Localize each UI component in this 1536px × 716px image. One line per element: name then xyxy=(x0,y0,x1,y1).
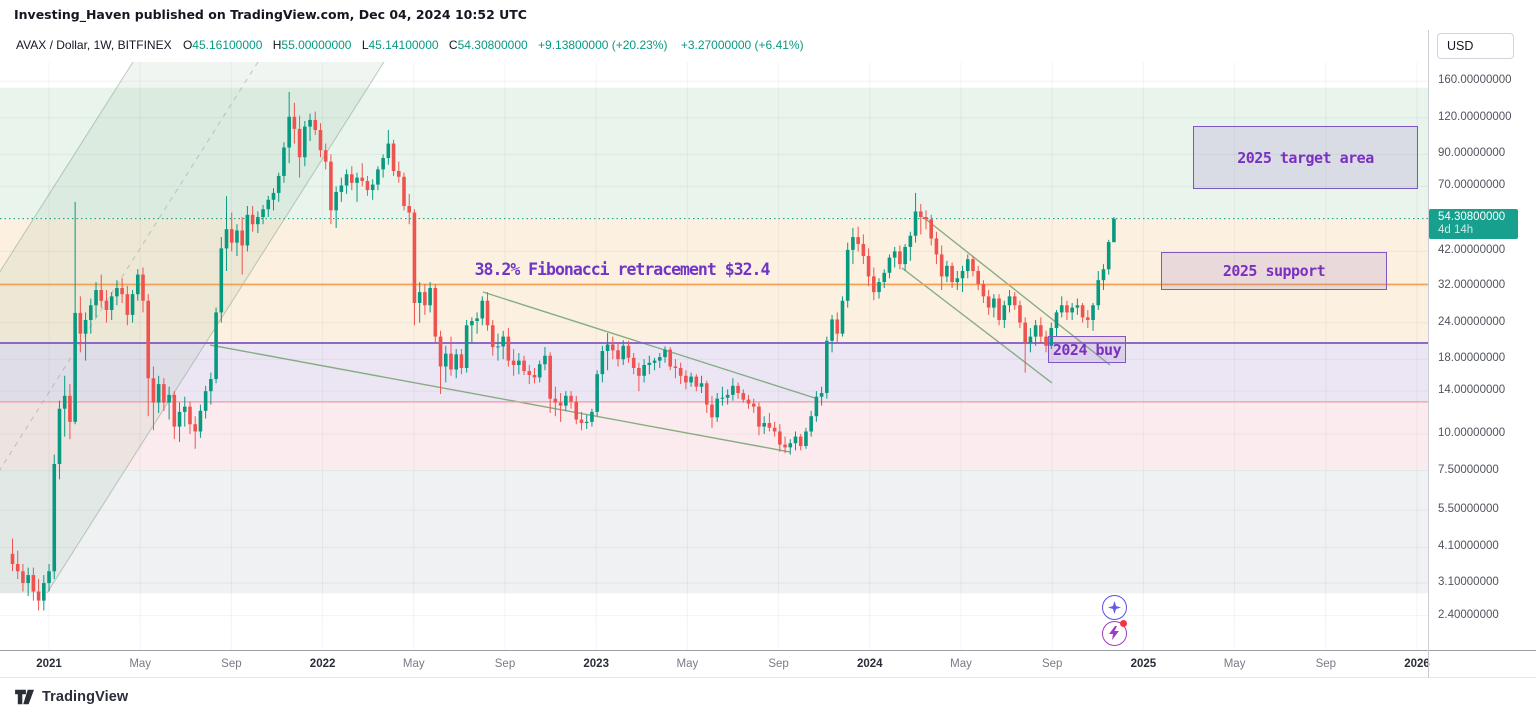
symbol-legend[interactable]: AVAX / Dollar, 1W, BITFINEX O45.16100000… xyxy=(16,38,814,52)
idea-sparkle-icon[interactable] xyxy=(1101,594,1127,620)
price-tick: 2.40000000 xyxy=(1438,608,1499,621)
price-tick: 70.00000000 xyxy=(1438,179,1506,192)
support-box[interactable]: 2025 support xyxy=(1161,252,1387,290)
price-tick: 3.10000000 xyxy=(1438,576,1499,589)
month-label: May xyxy=(950,658,972,670)
close-label: C xyxy=(448,38,458,52)
candlestick-plot[interactable] xyxy=(0,0,1428,650)
change-absolute: +9.13800000 (+20.23%) xyxy=(538,38,668,52)
bottom-bar: TradingView xyxy=(0,678,1536,716)
tv-logo-icon xyxy=(15,689,34,705)
month-label: May xyxy=(1223,658,1246,670)
year-label: 2022 xyxy=(309,658,336,670)
axis-divider xyxy=(1428,30,1429,678)
year-label: 2023 xyxy=(583,658,609,670)
time-axis[interactable]: 2021 May Sep 2022 May Sep 2023 May Sep 2024 May Sep… xyxy=(0,650,1536,678)
price-tick: 14.00000000 xyxy=(1438,384,1506,397)
price-tick: 32.00000000 xyxy=(1438,278,1506,291)
price-tick: 120.00000000 xyxy=(1438,110,1512,123)
year-label: 2026 xyxy=(1404,658,1430,670)
low-label: L xyxy=(361,38,369,52)
year-label: 2024 xyxy=(857,658,883,670)
buy-box[interactable]: 2024 buy xyxy=(1048,336,1126,363)
badge-countdown: 4d 14h xyxy=(1438,223,1474,236)
month-label: May xyxy=(129,658,152,670)
high-label: H xyxy=(272,38,282,52)
price-tick: 4.10000000 xyxy=(1438,540,1499,553)
chart-pane[interactable]: AVAX / Dollar, 1W, BITFINEX O45.16100000… xyxy=(0,0,1428,650)
notification-dot xyxy=(1119,619,1127,627)
price-tick: 160.00000000 xyxy=(1438,74,1512,87)
month-label: Sep xyxy=(221,658,242,670)
high-value: 55.00000000 xyxy=(281,38,352,52)
open-value: 45.16100000 xyxy=(192,38,263,52)
price-axis[interactable]: USD 160.00000000 120.00000000 90.00000000 7… xyxy=(1428,0,1536,678)
target-area-label: 2025 target area xyxy=(1237,148,1374,167)
low-value: 45.14100000 xyxy=(368,38,439,52)
month-label: Sep xyxy=(768,658,789,670)
symbol-title: AVAX / Dollar, 1W, BITFINEX xyxy=(16,38,172,52)
close-value: 54.30800000 xyxy=(457,38,528,52)
target-area-box[interactable]: 2025 target area xyxy=(1193,126,1418,189)
price-tick: 10.00000000 xyxy=(1438,427,1506,439)
price-tick: 7.50000000 xyxy=(1438,463,1499,476)
buy-label: 2024 buy xyxy=(1052,340,1122,359)
month-label: Sep xyxy=(494,658,516,670)
price-tick: 5.50000000 xyxy=(1438,503,1499,516)
year-label: 2021 xyxy=(36,658,62,670)
month-label: Sep xyxy=(1315,658,1337,670)
publish-byline: Investing_Haven published on TradingView… xyxy=(14,7,527,22)
sparkle-icon xyxy=(1107,600,1121,614)
month-label: May xyxy=(676,658,699,670)
currency-button[interactable]: USD xyxy=(1437,33,1514,59)
current-price-badge[interactable]: 54.30800000 4d 14h xyxy=(1429,208,1518,239)
change-percent: +3.27000000 (+6.41%) xyxy=(680,38,804,52)
support-label: 2025 support xyxy=(1222,262,1326,280)
idea-streak-icon[interactable] xyxy=(1101,619,1127,646)
price-tick: 90.00000000 xyxy=(1438,147,1506,160)
month-label: May xyxy=(402,658,425,670)
lightning-icon xyxy=(1109,626,1119,640)
badge-price: 54.30800000 xyxy=(1438,210,1506,223)
month-label: Sep xyxy=(1041,658,1063,670)
tv-logo-text: TradingView xyxy=(42,689,129,705)
fibonacci-label[interactable]: 38.2% Fibonacci retracement $32.4 xyxy=(474,260,771,279)
price-tick: 24.00000000 xyxy=(1438,315,1506,328)
year-label: 2025 xyxy=(1130,658,1157,670)
open-label: O xyxy=(182,38,193,52)
price-tick: 18.00000000 xyxy=(1438,352,1506,365)
price-tick: 42.00000000 xyxy=(1438,244,1506,257)
tradingview-logo[interactable]: TradingView xyxy=(14,688,128,706)
